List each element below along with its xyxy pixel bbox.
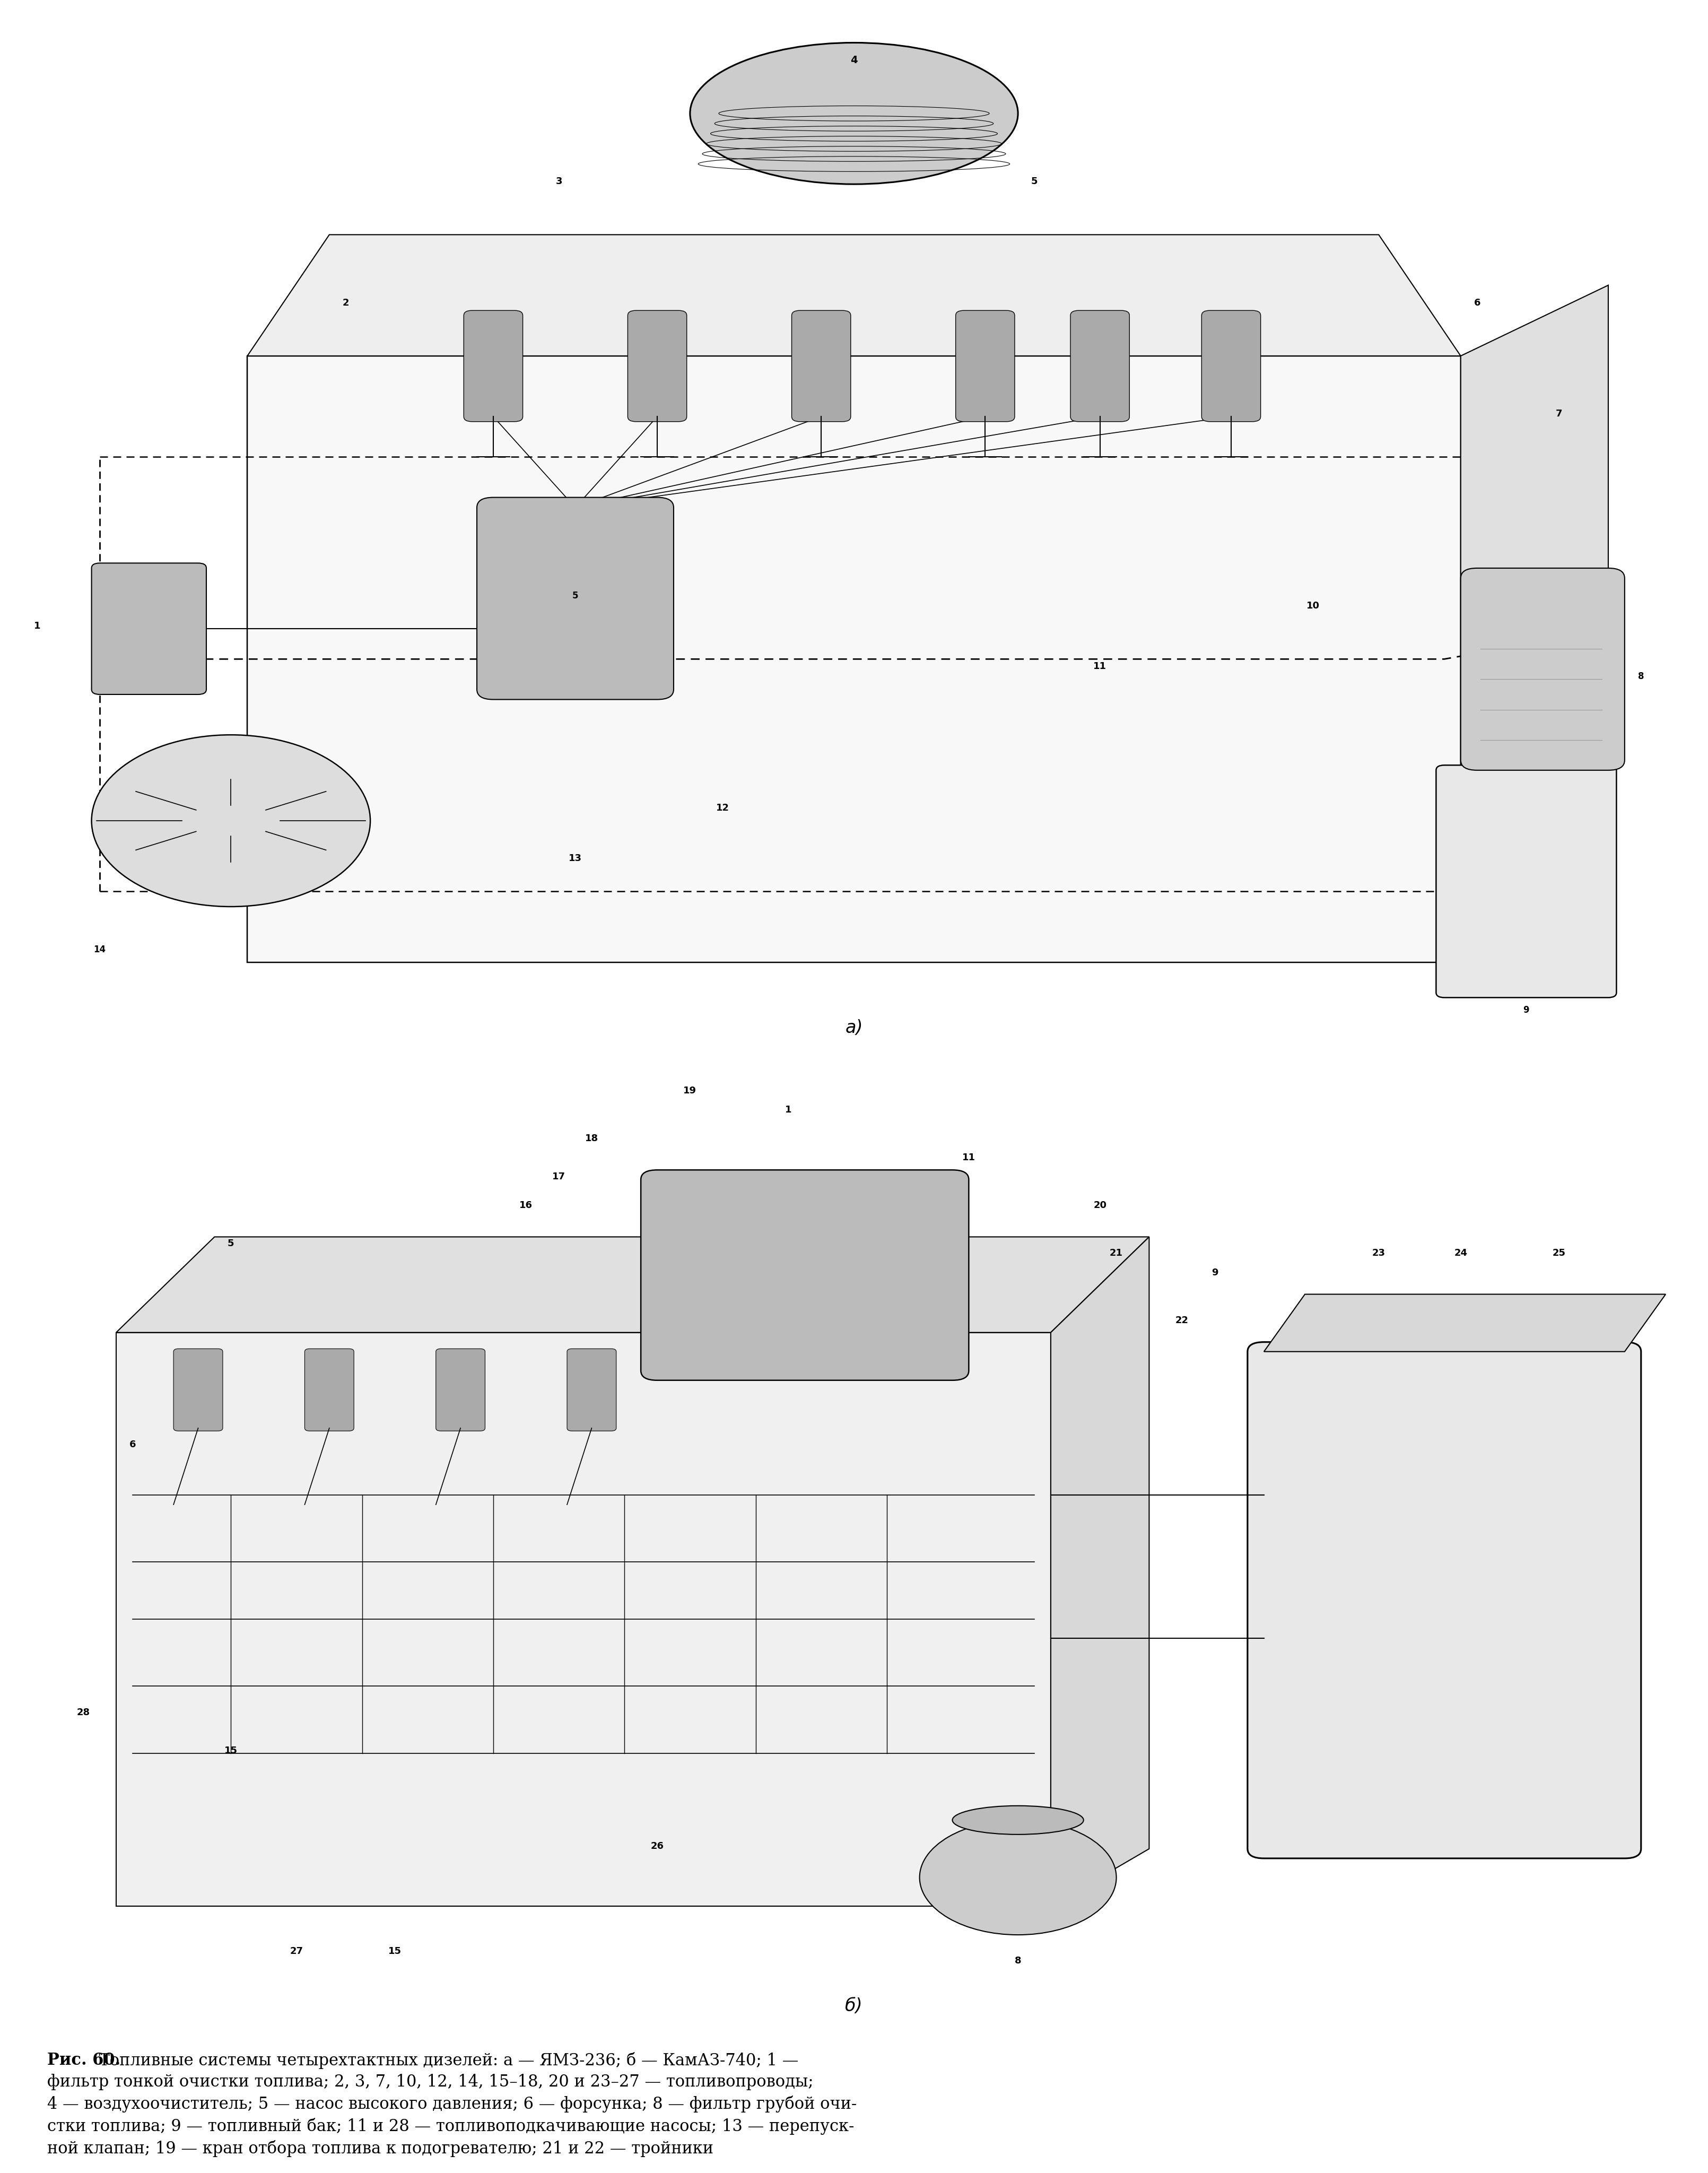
Text: 19: 19 [683, 1086, 697, 1095]
Text: 1: 1 [34, 621, 41, 630]
Text: 3: 3 [555, 176, 562, 187]
Text: 9: 9 [1524, 1006, 1529, 1015]
Ellipse shape [953, 1806, 1083, 1834]
Text: б): б) [845, 1997, 863, 2014]
Polygon shape [248, 356, 1460, 963]
Text: 14: 14 [94, 945, 106, 954]
Text: 11: 11 [1093, 663, 1107, 671]
Text: 1: 1 [786, 1106, 793, 1115]
Polygon shape [248, 235, 1460, 356]
Polygon shape [116, 1332, 1050, 1906]
Text: 5: 5 [227, 1239, 234, 1249]
FancyBboxPatch shape [629, 311, 687, 422]
Text: Рис. 60.: Рис. 60. [48, 2051, 121, 2069]
FancyBboxPatch shape [640, 1169, 968, 1380]
Text: 22: 22 [1175, 1315, 1189, 1326]
FancyBboxPatch shape [477, 498, 673, 700]
Text: 6: 6 [1474, 298, 1481, 309]
Ellipse shape [690, 43, 1018, 185]
Text: 25: 25 [1553, 1249, 1566, 1258]
Text: 2: 2 [342, 298, 348, 309]
Text: 12: 12 [716, 804, 729, 813]
Text: 26: 26 [651, 1841, 664, 1851]
Text: Топливные системы четырехтактных дизелей: а — ЯМЗ-236; б — КамАЗ-740; 1 —
фильтр: Топливные системы четырехтактных дизелей… [48, 2051, 857, 2158]
FancyBboxPatch shape [1202, 311, 1261, 422]
Polygon shape [116, 1236, 1149, 1332]
Circle shape [92, 734, 371, 906]
Text: 18: 18 [584, 1134, 598, 1143]
FancyBboxPatch shape [465, 311, 523, 422]
Text: 23: 23 [1372, 1249, 1385, 1258]
FancyBboxPatch shape [92, 563, 207, 695]
Text: 15: 15 [388, 1947, 401, 1956]
Text: 20: 20 [1093, 1202, 1107, 1210]
Text: 8: 8 [1015, 1956, 1021, 1967]
FancyBboxPatch shape [567, 1349, 617, 1432]
FancyBboxPatch shape [956, 311, 1015, 422]
Text: 4: 4 [851, 54, 857, 65]
Polygon shape [1264, 1295, 1665, 1352]
Text: 17: 17 [552, 1171, 565, 1182]
FancyBboxPatch shape [1436, 765, 1616, 997]
FancyBboxPatch shape [1460, 567, 1624, 769]
Text: 21: 21 [1110, 1249, 1122, 1258]
FancyBboxPatch shape [1071, 311, 1129, 422]
Text: 15: 15 [224, 1745, 237, 1756]
Text: 9: 9 [1211, 1267, 1218, 1278]
Text: 8: 8 [1638, 671, 1645, 682]
Text: 27: 27 [290, 1947, 302, 1956]
Polygon shape [1460, 285, 1609, 963]
Text: 28: 28 [77, 1708, 91, 1717]
Text: 5: 5 [1032, 176, 1038, 187]
Text: 5: 5 [572, 591, 579, 600]
FancyBboxPatch shape [793, 311, 851, 422]
Text: 13: 13 [569, 854, 582, 863]
Text: 11: 11 [962, 1154, 975, 1163]
FancyBboxPatch shape [304, 1349, 354, 1432]
Text: 24: 24 [1454, 1249, 1467, 1258]
Text: 10: 10 [1307, 602, 1320, 611]
Text: а): а) [845, 1019, 863, 1037]
Text: 6: 6 [130, 1441, 137, 1449]
Circle shape [919, 1821, 1117, 1934]
Polygon shape [1050, 1236, 1149, 1906]
Text: 16: 16 [519, 1202, 533, 1210]
FancyBboxPatch shape [1247, 1343, 1641, 1858]
FancyBboxPatch shape [436, 1349, 485, 1432]
FancyBboxPatch shape [174, 1349, 222, 1432]
Text: 7: 7 [1556, 409, 1563, 419]
